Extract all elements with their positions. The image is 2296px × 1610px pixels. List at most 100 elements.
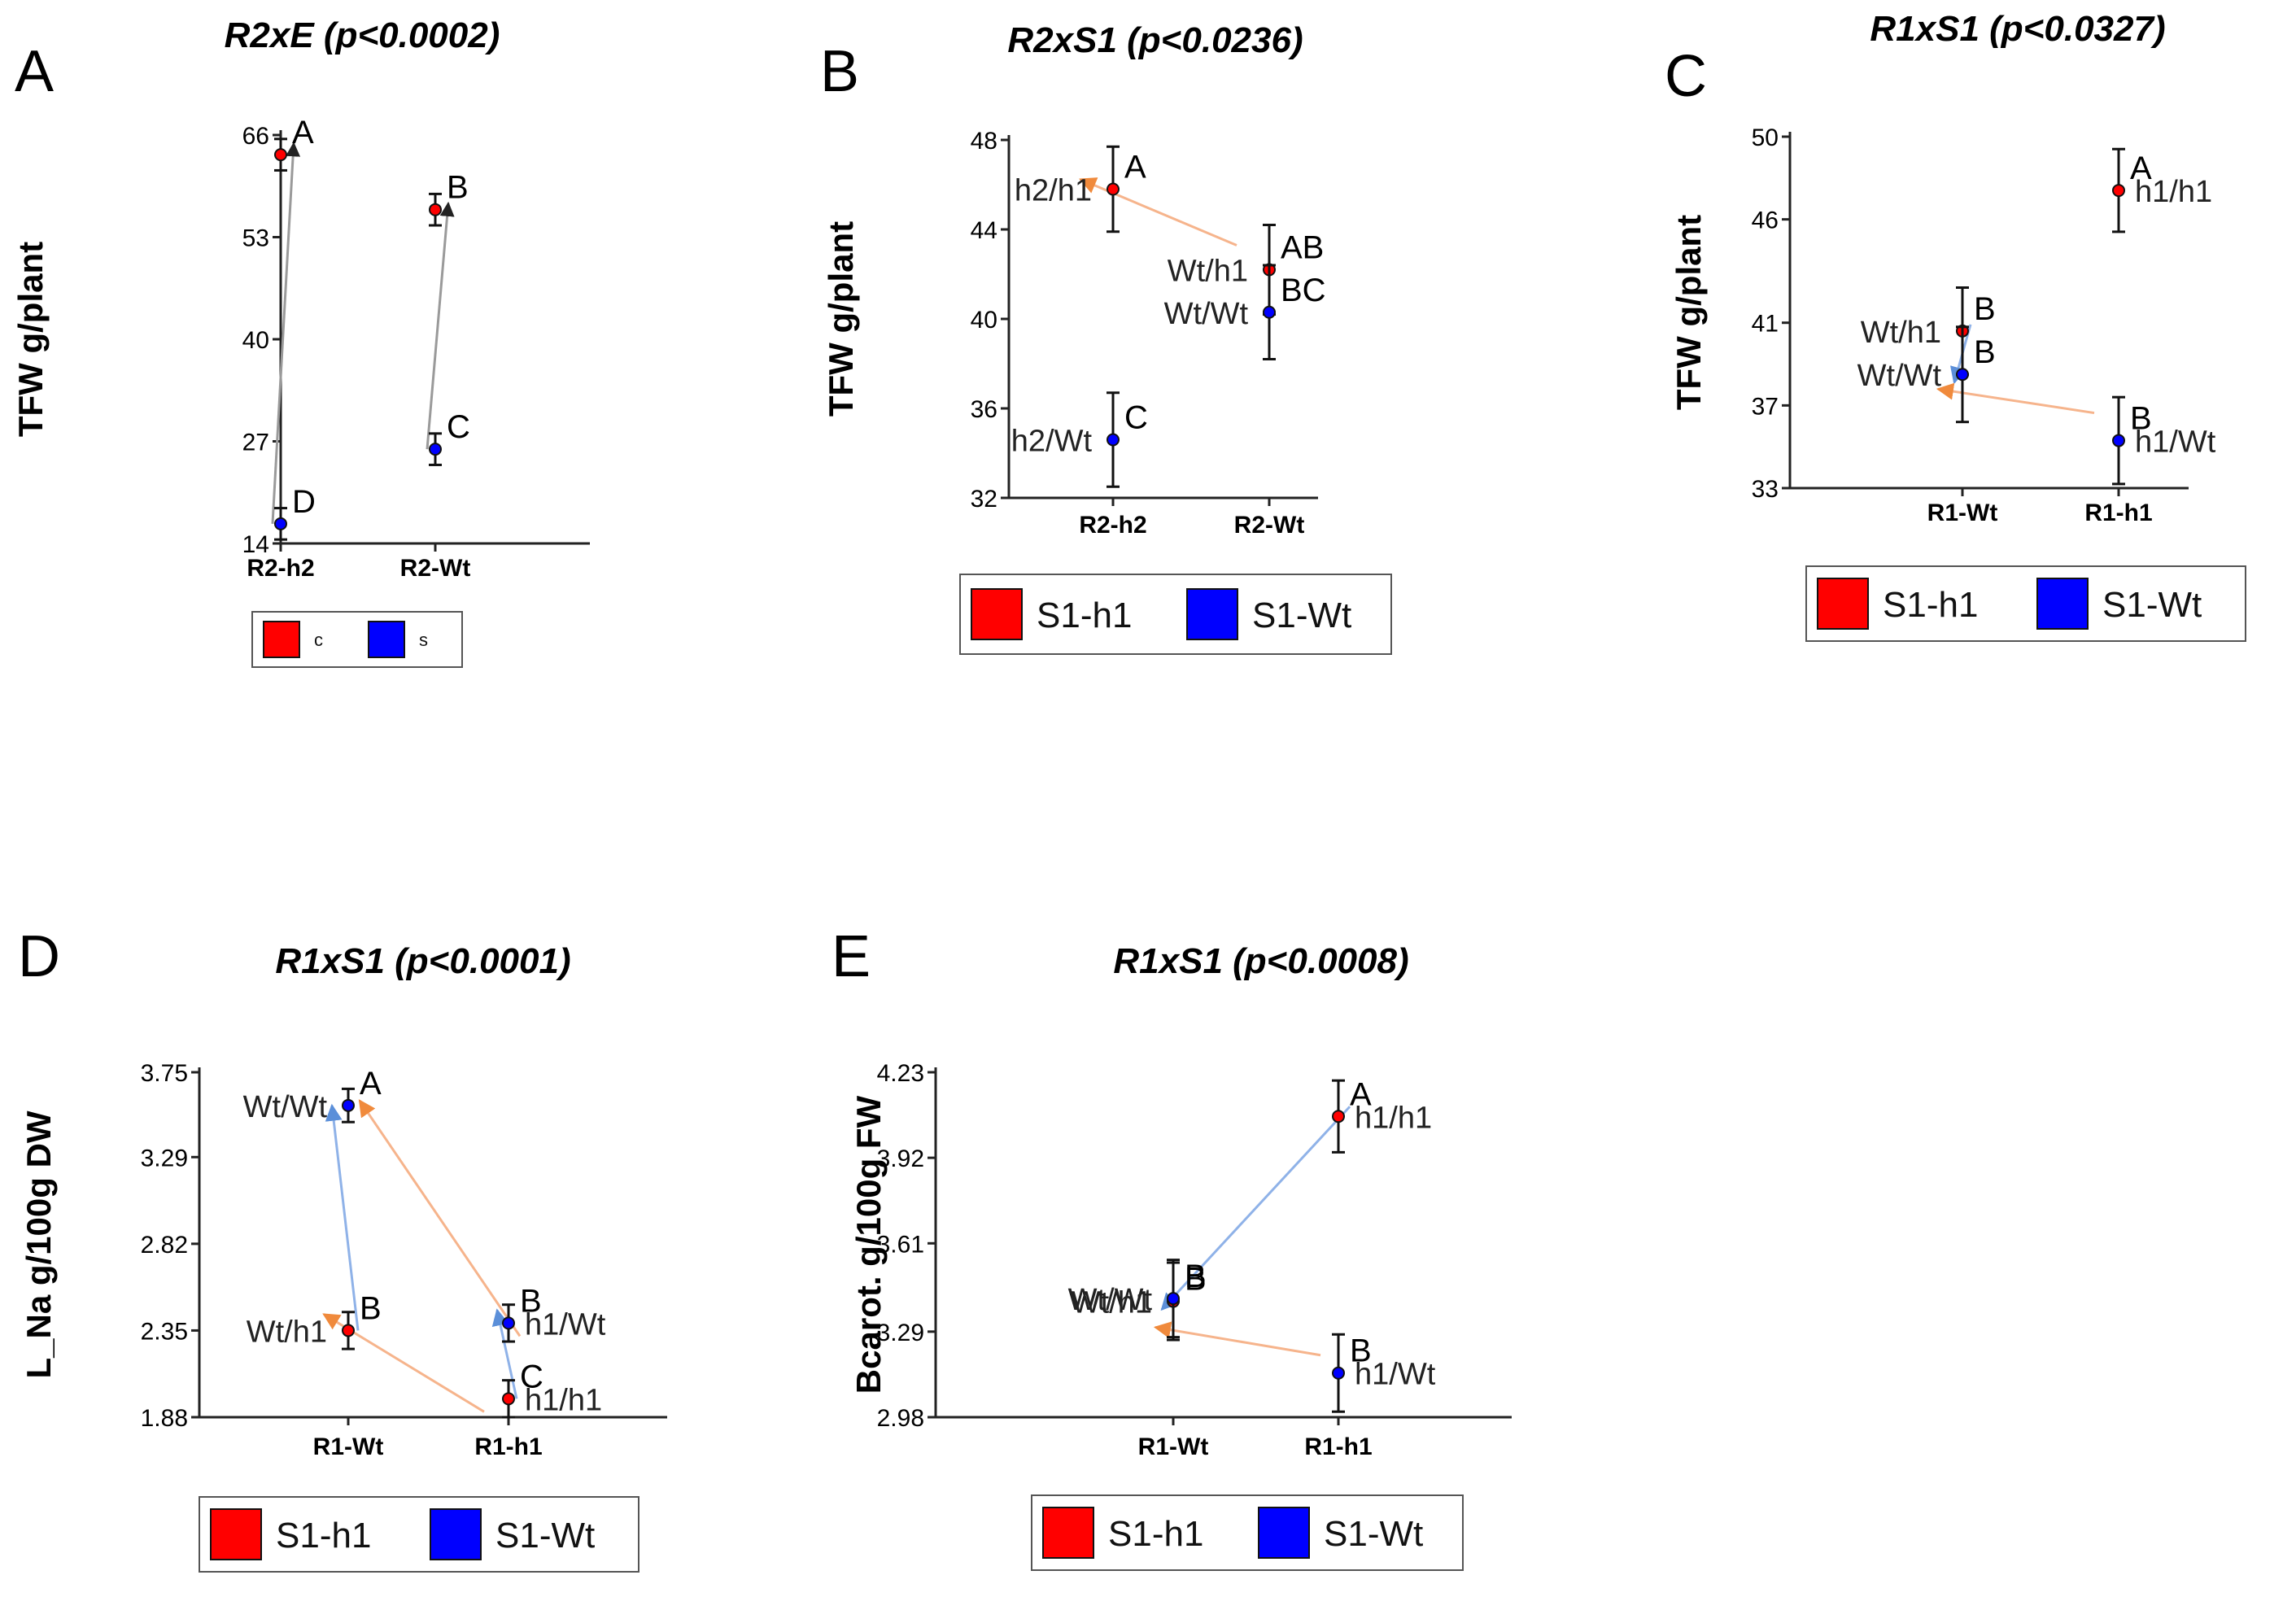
- x-tick-label: R1-h1: [2084, 500, 2152, 526]
- y-tick-label: 53: [242, 225, 269, 252]
- y-axis-label: TFW g/plant: [822, 221, 860, 417]
- legend-label: c: [314, 630, 323, 650]
- significance-letter: B: [520, 1283, 542, 1319]
- genotype-label: h2/h1: [1015, 174, 1092, 208]
- genotype-label: Wt/Wt: [1857, 359, 1942, 393]
- legend-box: [1031, 1494, 1464, 1571]
- significance-letter: B: [1185, 1259, 1207, 1294]
- significance-letter: B: [1974, 291, 1996, 327]
- significance-letter: C: [447, 409, 470, 445]
- legend-box: [959, 574, 1392, 655]
- y-tick-label: 66: [242, 123, 269, 150]
- legend-label: S1-Wt: [1324, 1514, 1423, 1554]
- x-tick-label: R2-h2: [1079, 512, 1146, 539]
- genotype-label: h1/h1: [525, 1383, 602, 1417]
- legend-label: S1-h1: [1108, 1514, 1203, 1554]
- y-tick-label: 40: [971, 307, 997, 334]
- legend-swatch-s1-h1: [971, 588, 1023, 640]
- significance-letter: D: [292, 484, 316, 520]
- genotype-label: Wt/h1: [1861, 316, 1941, 350]
- data-point-s1-wt: [1263, 305, 1276, 319]
- y-tick-label: 36: [971, 396, 997, 423]
- trend-arrow: [358, 1099, 522, 1337]
- significance-letter: C: [1124, 400, 1148, 436]
- legend-swatch-s: [368, 621, 405, 658]
- legend-swatch-c: [263, 621, 300, 658]
- chart-panel-e: E R1xS1 (p<0.0008) Bcarot. g/100g FW 4.23 3.…: [832, 924, 1512, 1571]
- trend-arrow: [271, 142, 301, 524]
- genotype-label: h2/Wt: [1011, 425, 1093, 459]
- genotype-label: Wt/h1: [1168, 255, 1248, 289]
- x-tick-label: R1-h1: [1304, 1433, 1372, 1460]
- legend-label: S1-Wt: [495, 1516, 595, 1555]
- y-tick-label: 2.82: [141, 1232, 188, 1259]
- data-point-s: [429, 443, 442, 456]
- genotype-label: h1/Wt: [2135, 425, 2216, 460]
- y-tick-label: 2.35: [141, 1318, 188, 1345]
- x-tick-label: R2-Wt: [1234, 512, 1305, 539]
- chart-panel-b: B R2xS1 (p<0.0236) TFW g/plant 48 44 40 36 32 R2…: [820, 20, 1392, 655]
- legend-label: S1-h1: [276, 1516, 371, 1555]
- chart-panel-c: C R1xS1 (p<0.0327) TFW g/plant 50 46 41 37 33 R1…: [1665, 9, 2246, 642]
- legend-label: S1-h1: [1037, 596, 1132, 635]
- genotype-label: h1/Wt: [1355, 1358, 1436, 1392]
- legend-label: S1-Wt: [1252, 596, 1351, 635]
- significance-letter: B: [1185, 1262, 1207, 1298]
- x-tick-label: R1-Wt: [1927, 500, 1998, 526]
- y-tick-label: 1.88: [141, 1405, 188, 1432]
- panel-letter: C: [1665, 44, 1707, 109]
- chart-title: R1xS1 (p<0.0327): [1870, 9, 2165, 49]
- legend-swatch-s1-h1: [1817, 578, 1869, 630]
- chart-title: R1xS1 (p<0.0001): [275, 941, 570, 981]
- x-tick-label: R1-Wt: [313, 1433, 384, 1460]
- trend-arrow: [426, 201, 455, 450]
- legend-label: S1-Wt: [2102, 585, 2202, 625]
- trend-arrow: [325, 1103, 360, 1331]
- data-point-s1-h1: [502, 1392, 515, 1406]
- genotype-label: Wt/Wt: [1068, 1283, 1153, 1317]
- data-point-s: [274, 517, 287, 530]
- y-tick-label: 14: [242, 531, 269, 558]
- y-tick-label: 27: [242, 430, 269, 456]
- significance-letter: A: [292, 115, 314, 151]
- legend-swatch-s1-h1: [210, 1508, 262, 1560]
- genotype-label: Wt/Wt: [243, 1090, 328, 1124]
- panel-letter: E: [832, 924, 871, 989]
- data-point-s1-wt: [342, 1098, 355, 1112]
- y-tick-label: 40: [242, 327, 269, 354]
- chart-panel-d: D R1xS1 (p<0.0001) L_Na g/100g DW 3.75 3.29 2…: [18, 924, 667, 1573]
- y-axis-label: L_Na g/100g DW: [20, 1110, 58, 1378]
- y-axis-label: Bcarot. g/100g FW: [849, 1095, 888, 1394]
- chart-title: R2xE (p<0.0002): [225, 15, 500, 55]
- legend-box: [1805, 565, 2246, 642]
- trend-arrow: [1153, 1321, 1321, 1357]
- genotype-label: h1/h1: [1355, 1101, 1432, 1135]
- significance-letter: B: [360, 1290, 382, 1326]
- legend-swatch-s1-h1: [1042, 1507, 1094, 1559]
- legend-swatch-s1-wt: [1258, 1507, 1310, 1559]
- genotype-label: Wt/h1: [247, 1315, 327, 1349]
- data-point-c: [429, 203, 442, 216]
- y-tick-label: 3.29: [141, 1145, 188, 1172]
- panel-letter: D: [18, 924, 60, 989]
- legend-box: [199, 1496, 639, 1573]
- x-tick-label: R1-h1: [474, 1433, 542, 1460]
- y-tick-label: 3.75: [141, 1060, 188, 1087]
- significance-letter: A: [360, 1066, 382, 1102]
- legend-swatch-s1-wt: [1186, 588, 1238, 640]
- y-tick-label: 3.29: [877, 1320, 924, 1346]
- data-point-s1-wt: [502, 1316, 515, 1330]
- y-tick-label: 46: [1752, 207, 1779, 234]
- trend-arrow: [1160, 1106, 1351, 1311]
- data-point-s1-wt: [1956, 368, 1969, 382]
- significance-letter: B: [1350, 1333, 1372, 1369]
- trend-arrow: [1079, 177, 1237, 247]
- y-tick-label: 48: [971, 128, 997, 155]
- y-tick-label: 4.23: [877, 1060, 924, 1087]
- x-tick-label: R1-Wt: [1138, 1433, 1209, 1460]
- y-tick-label: 41: [1752, 311, 1779, 338]
- significance-letter: BC: [1281, 273, 1326, 308]
- significance-letter: C: [520, 1359, 543, 1394]
- data-point-s1-wt: [1167, 1292, 1180, 1306]
